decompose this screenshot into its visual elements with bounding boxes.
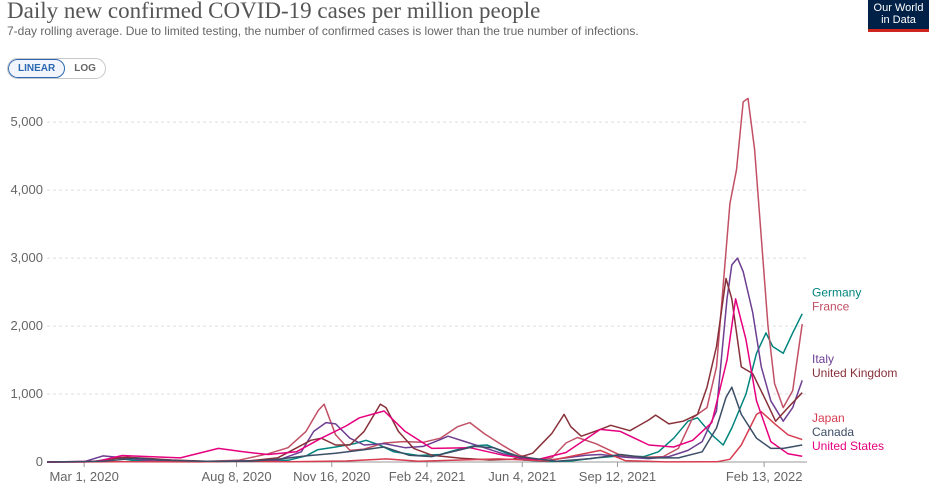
x-tick-label: Aug 8, 2020 bbox=[201, 469, 271, 484]
series-line-germany bbox=[46, 313, 803, 463]
series-label-canada: Canada bbox=[812, 425, 854, 439]
y-tick-label: 4,000 bbox=[10, 182, 43, 197]
series-label-japan: Japan bbox=[812, 411, 845, 425]
series-line-canada bbox=[46, 386, 803, 463]
series-label-united-kingdom: United Kingdom bbox=[812, 366, 897, 380]
owid-logo[interactable]: Our World in Data bbox=[868, 0, 929, 32]
logo-line-2: in Data bbox=[881, 14, 916, 26]
y-tick-label: 1,000 bbox=[10, 386, 43, 401]
x-tick-label: Nov 16, 2020 bbox=[293, 469, 370, 484]
y-tick-label: 2,000 bbox=[10, 318, 43, 333]
x-tick-label: Feb 24, 2021 bbox=[389, 469, 466, 484]
series-line-united-states bbox=[46, 298, 803, 463]
y-tick-label: 5,000 bbox=[10, 114, 43, 129]
x-tick-label: Mar 1, 2020 bbox=[49, 469, 118, 484]
scale-toggle: LINEAR LOG bbox=[7, 58, 106, 79]
y-tick-label: 0 bbox=[36, 454, 43, 469]
x-tick-label: Sep 12, 2021 bbox=[579, 469, 656, 484]
series-line-france bbox=[46, 97, 803, 463]
series-line-united-kingdom bbox=[46, 277, 803, 463]
y-tick-label: 3,000 bbox=[10, 250, 43, 265]
series-line-italy bbox=[46, 257, 803, 463]
log-scale-button[interactable]: LOG bbox=[74, 63, 96, 74]
chart-title: Daily new confirmed COVID-19 cases per m… bbox=[7, 0, 541, 23]
series-label-france: France bbox=[812, 299, 850, 313]
series-label-germany: Germany bbox=[812, 285, 861, 299]
chart-subtitle: 7-day rolling average. Due to limited te… bbox=[7, 24, 639, 38]
series-label-united-states: United States bbox=[812, 439, 884, 453]
series-label-italy: Italy bbox=[812, 352, 834, 366]
x-tick-label: Jun 4, 2021 bbox=[488, 469, 556, 484]
logo-line-1: Our World bbox=[873, 2, 924, 14]
x-tick-label: Feb 13, 2022 bbox=[726, 469, 803, 484]
linear-scale-button[interactable]: LINEAR bbox=[8, 59, 66, 78]
